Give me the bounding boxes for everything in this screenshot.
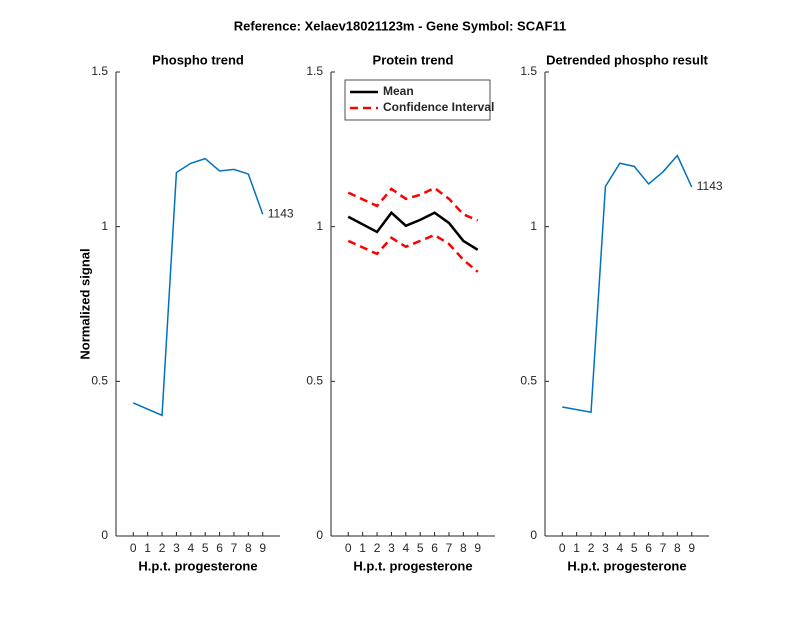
y-tick-label: 0.5 xyxy=(91,374,108,388)
x-axis-label: H.p.t. progesterone xyxy=(138,558,257,573)
x-tick-label: 4 xyxy=(402,541,409,555)
y-tick-label: 1 xyxy=(316,219,323,233)
x-tick-label: 7 xyxy=(446,541,453,555)
y-tick-label: 0 xyxy=(530,528,537,542)
figure-title: Reference: Xelaev18021123m - Gene Symbol… xyxy=(234,18,566,33)
x-tick-label: 1 xyxy=(573,541,580,555)
axes-title: Detrended phospho result xyxy=(546,52,708,67)
x-tick-label: 4 xyxy=(187,541,194,555)
x-tick-label: 0 xyxy=(345,541,352,555)
x-tick-label: 6 xyxy=(216,541,223,555)
x-axis-label: H.p.t. progesterone xyxy=(567,558,686,573)
x-tick-label: 2 xyxy=(374,541,381,555)
legend-box xyxy=(344,79,491,121)
x-tick-label: 2 xyxy=(159,541,166,555)
x-tick-label: 8 xyxy=(245,541,252,555)
legend-label: Confidence Interval xyxy=(383,100,494,114)
x-tick-label: 2 xyxy=(588,541,595,555)
x-axis-label: H.p.t. progesterone xyxy=(353,558,472,573)
x-tick-label: 9 xyxy=(688,541,695,555)
axes-title: Phospho trend xyxy=(152,52,244,67)
legend-label: Mean xyxy=(383,84,414,98)
series-line xyxy=(347,210,479,251)
x-tick-label: 8 xyxy=(460,541,467,555)
axes-title: Protein trend xyxy=(373,52,454,67)
x-tick-label: 5 xyxy=(417,541,424,555)
x-tick-label: 1 xyxy=(144,541,151,555)
x-tick-label: 6 xyxy=(431,541,438,555)
x-tick-label: 3 xyxy=(602,541,609,555)
x-tick-label: 5 xyxy=(631,541,638,555)
x-tick-label: 5 xyxy=(202,541,209,555)
y-tick-label: 0.5 xyxy=(306,374,323,388)
y-tick-label: 0 xyxy=(101,528,108,542)
x-tick-label: 9 xyxy=(259,541,266,555)
y-tick-label: 1 xyxy=(530,219,537,233)
x-tick-label: 4 xyxy=(616,541,623,555)
y-tick-label: 1.5 xyxy=(91,64,108,78)
x-tick-label: 9 xyxy=(474,541,481,555)
x-tick-label: 0 xyxy=(559,541,566,555)
x-tick-label: 8 xyxy=(674,541,681,555)
y-tick-label: 1 xyxy=(101,219,108,233)
x-tick-label: 1 xyxy=(359,541,366,555)
x-tick-label: 7 xyxy=(660,541,667,555)
annotation: 1143 xyxy=(268,206,294,220)
annotation: 1143 xyxy=(697,179,723,193)
x-tick-label: 6 xyxy=(645,541,652,555)
x-tick-label: 3 xyxy=(173,541,180,555)
x-tick-label: 0 xyxy=(130,541,137,555)
x-tick-label: 7 xyxy=(231,541,238,555)
y-axis-label: Normalized signal xyxy=(77,248,92,359)
x-tick-label: 3 xyxy=(388,541,395,555)
series-line xyxy=(347,186,479,222)
y-tick-label: 0.5 xyxy=(520,374,537,388)
y-tick-label: 1.5 xyxy=(306,64,323,78)
y-tick-label: 0 xyxy=(316,528,323,542)
series-line-lower xyxy=(347,233,479,273)
y-tick-label: 1.5 xyxy=(520,64,537,78)
series-line xyxy=(562,154,693,414)
series-line xyxy=(132,157,264,417)
